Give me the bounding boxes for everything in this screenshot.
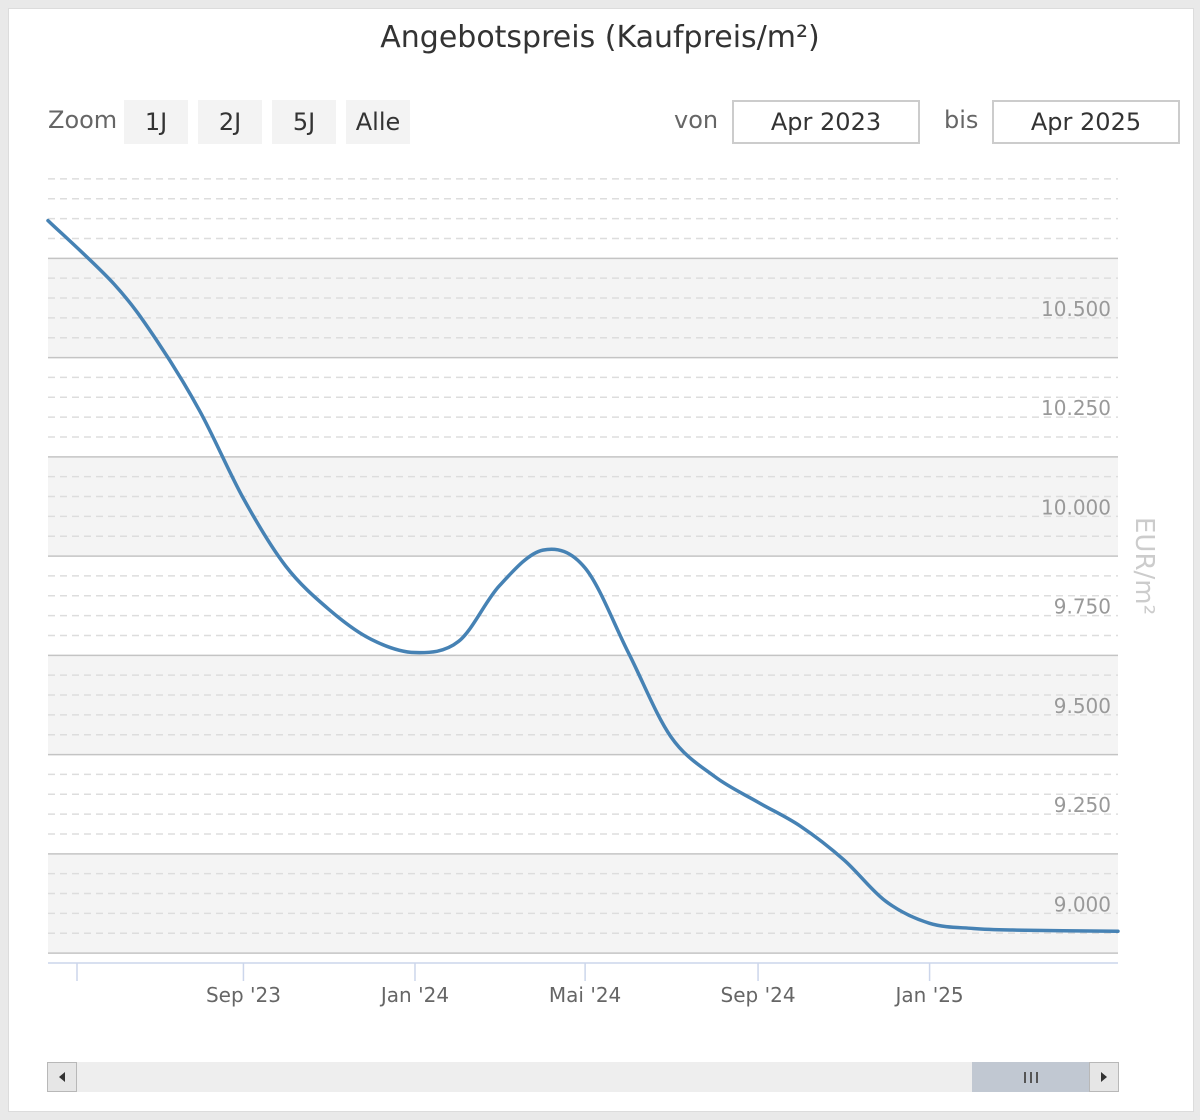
- range-to-label: bis: [944, 106, 979, 134]
- y-tick-label: 9.000: [1054, 892, 1111, 916]
- range-from-label: von: [674, 106, 719, 134]
- left-arrow-icon: [59, 1072, 65, 1082]
- chart-title: Angebotspreis (Kaufpreis/m²): [380, 20, 820, 55]
- series-line: [46, 218, 1120, 933]
- y-tick-label: 10.500: [1041, 297, 1111, 321]
- plot-band: [48, 258, 1118, 358]
- y-tick-label: 10.000: [1041, 495, 1111, 519]
- x-tick-label: Mai '24: [549, 983, 621, 1007]
- zoom-2y-button[interactable]: 2J: [198, 100, 262, 144]
- right-arrow-icon: [1101, 1072, 1107, 1082]
- scrollbar-track[interactable]: [47, 1062, 1118, 1092]
- plot-band: [48, 655, 1118, 755]
- scrollbar-thumb[interactable]: [972, 1062, 1089, 1092]
- x-tick-label: Jan '24: [379, 983, 449, 1007]
- gridlines: [48, 178, 1118, 954]
- y-axis-title: EUR/m²: [1129, 517, 1159, 615]
- grip-line: [1035, 1071, 1038, 1083]
- range-from-input[interactable]: [732, 100, 920, 144]
- grip-line: [1029, 1071, 1032, 1083]
- plot-band: [48, 456, 1118, 557]
- y-axis-labels: 9.000 9.250 9.500 9.750 10.000 10.250 10.500: [1041, 297, 1111, 917]
- plot-bands: [48, 258, 1118, 954]
- zoom-label: Zoom: [48, 106, 118, 134]
- y-tick-label: 9.500: [1054, 694, 1111, 718]
- series-group: [46, 218, 1120, 933]
- x-tick-label: Jan '25: [894, 983, 964, 1007]
- y-tick-label: 9.250: [1054, 793, 1111, 817]
- x-tick-label: Sep '24: [721, 983, 796, 1007]
- zoom-5y-button[interactable]: 5J: [272, 100, 336, 144]
- x-tick-label: Sep '23: [206, 983, 281, 1007]
- zoom-1y-button[interactable]: 1J: [124, 100, 188, 144]
- y-tick-label: 10.250: [1041, 396, 1111, 420]
- scroll-right-button[interactable]: [1089, 1062, 1119, 1092]
- range-to-input[interactable]: [992, 100, 1180, 144]
- plot-band: [48, 853, 1118, 954]
- zoom-all-button[interactable]: Alle: [346, 100, 410, 144]
- scroll-left-button[interactable]: [47, 1062, 77, 1092]
- x-axis: Sep '23 Jan '24 Mai '24 Sep '24 Jan '25: [48, 962, 1118, 1007]
- grip-line: [1023, 1071, 1026, 1083]
- y-tick-label: 9.750: [1054, 595, 1111, 619]
